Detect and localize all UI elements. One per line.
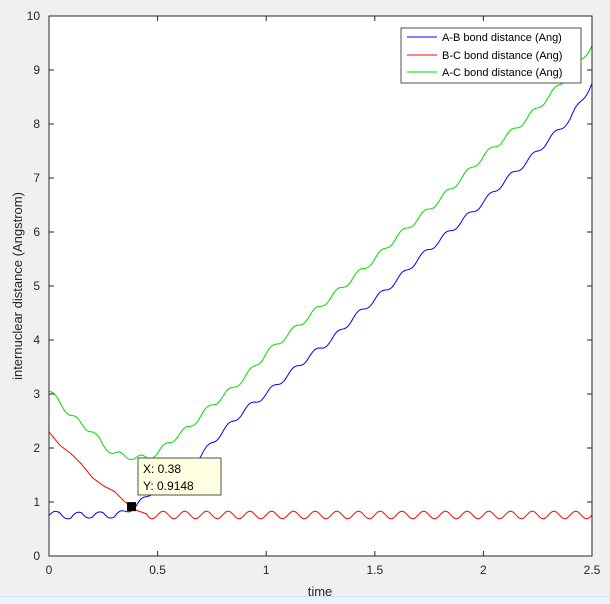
y-tick-label: 0 xyxy=(33,549,40,563)
datatip-x-label: X: 0.38 xyxy=(143,462,181,476)
plot-area xyxy=(49,16,592,556)
datatip-y-label: Y: 0.9148 xyxy=(143,479,194,493)
y-axis: 0 1 2 3 4 5 6 7 8 9 10 xyxy=(27,9,592,563)
datatip-box xyxy=(137,457,222,496)
y-axis-label: internuclear distance (Angstrom) xyxy=(10,192,25,380)
x-tick-label: 0 xyxy=(46,563,53,577)
y-tick-label: 9 xyxy=(33,63,40,77)
datatip-marker[interactable] xyxy=(127,502,137,512)
series-ac-line[interactable] xyxy=(49,45,592,461)
y-tick-label: 5 xyxy=(33,279,40,293)
status-strip xyxy=(0,596,610,604)
series-layer xyxy=(49,45,592,520)
y-tick-label: 10 xyxy=(27,9,41,23)
legend-label-bc: B-C bond distance (Ang) xyxy=(442,50,562,62)
x-tick-label: 1 xyxy=(263,563,270,577)
y-tick-label: 4 xyxy=(33,333,40,347)
legend-label-ac: A-C bond distance (Ang) xyxy=(442,67,562,79)
datatip[interactable]: X: 0.38 Y: 0.9148 xyxy=(127,457,222,512)
x-axis: 0 0.5 1 1.5 2 2.5 xyxy=(46,16,601,577)
legend[interactable]: A-B bond distance (Ang) B-C bond distanc… xyxy=(400,27,582,84)
legend-label-ab: A-B bond distance (Ang) xyxy=(442,32,562,44)
x-tick-label: 1.5 xyxy=(366,563,383,577)
y-tick-label: 7 xyxy=(33,171,40,185)
x-tick-label: 2 xyxy=(480,563,487,577)
x-axis-label: time xyxy=(308,584,333,599)
x-tick-label: 0.5 xyxy=(149,563,166,577)
y-tick-label: 8 xyxy=(33,117,40,131)
series-ab-line[interactable] xyxy=(49,83,592,520)
y-tick-label: 1 xyxy=(33,495,40,509)
series-bc-line[interactable] xyxy=(49,431,592,520)
y-tick-label: 3 xyxy=(33,387,40,401)
y-tick-label: 2 xyxy=(33,441,40,455)
y-tick-label: 6 xyxy=(33,225,40,239)
x-tick-label: 2.5 xyxy=(584,563,601,577)
